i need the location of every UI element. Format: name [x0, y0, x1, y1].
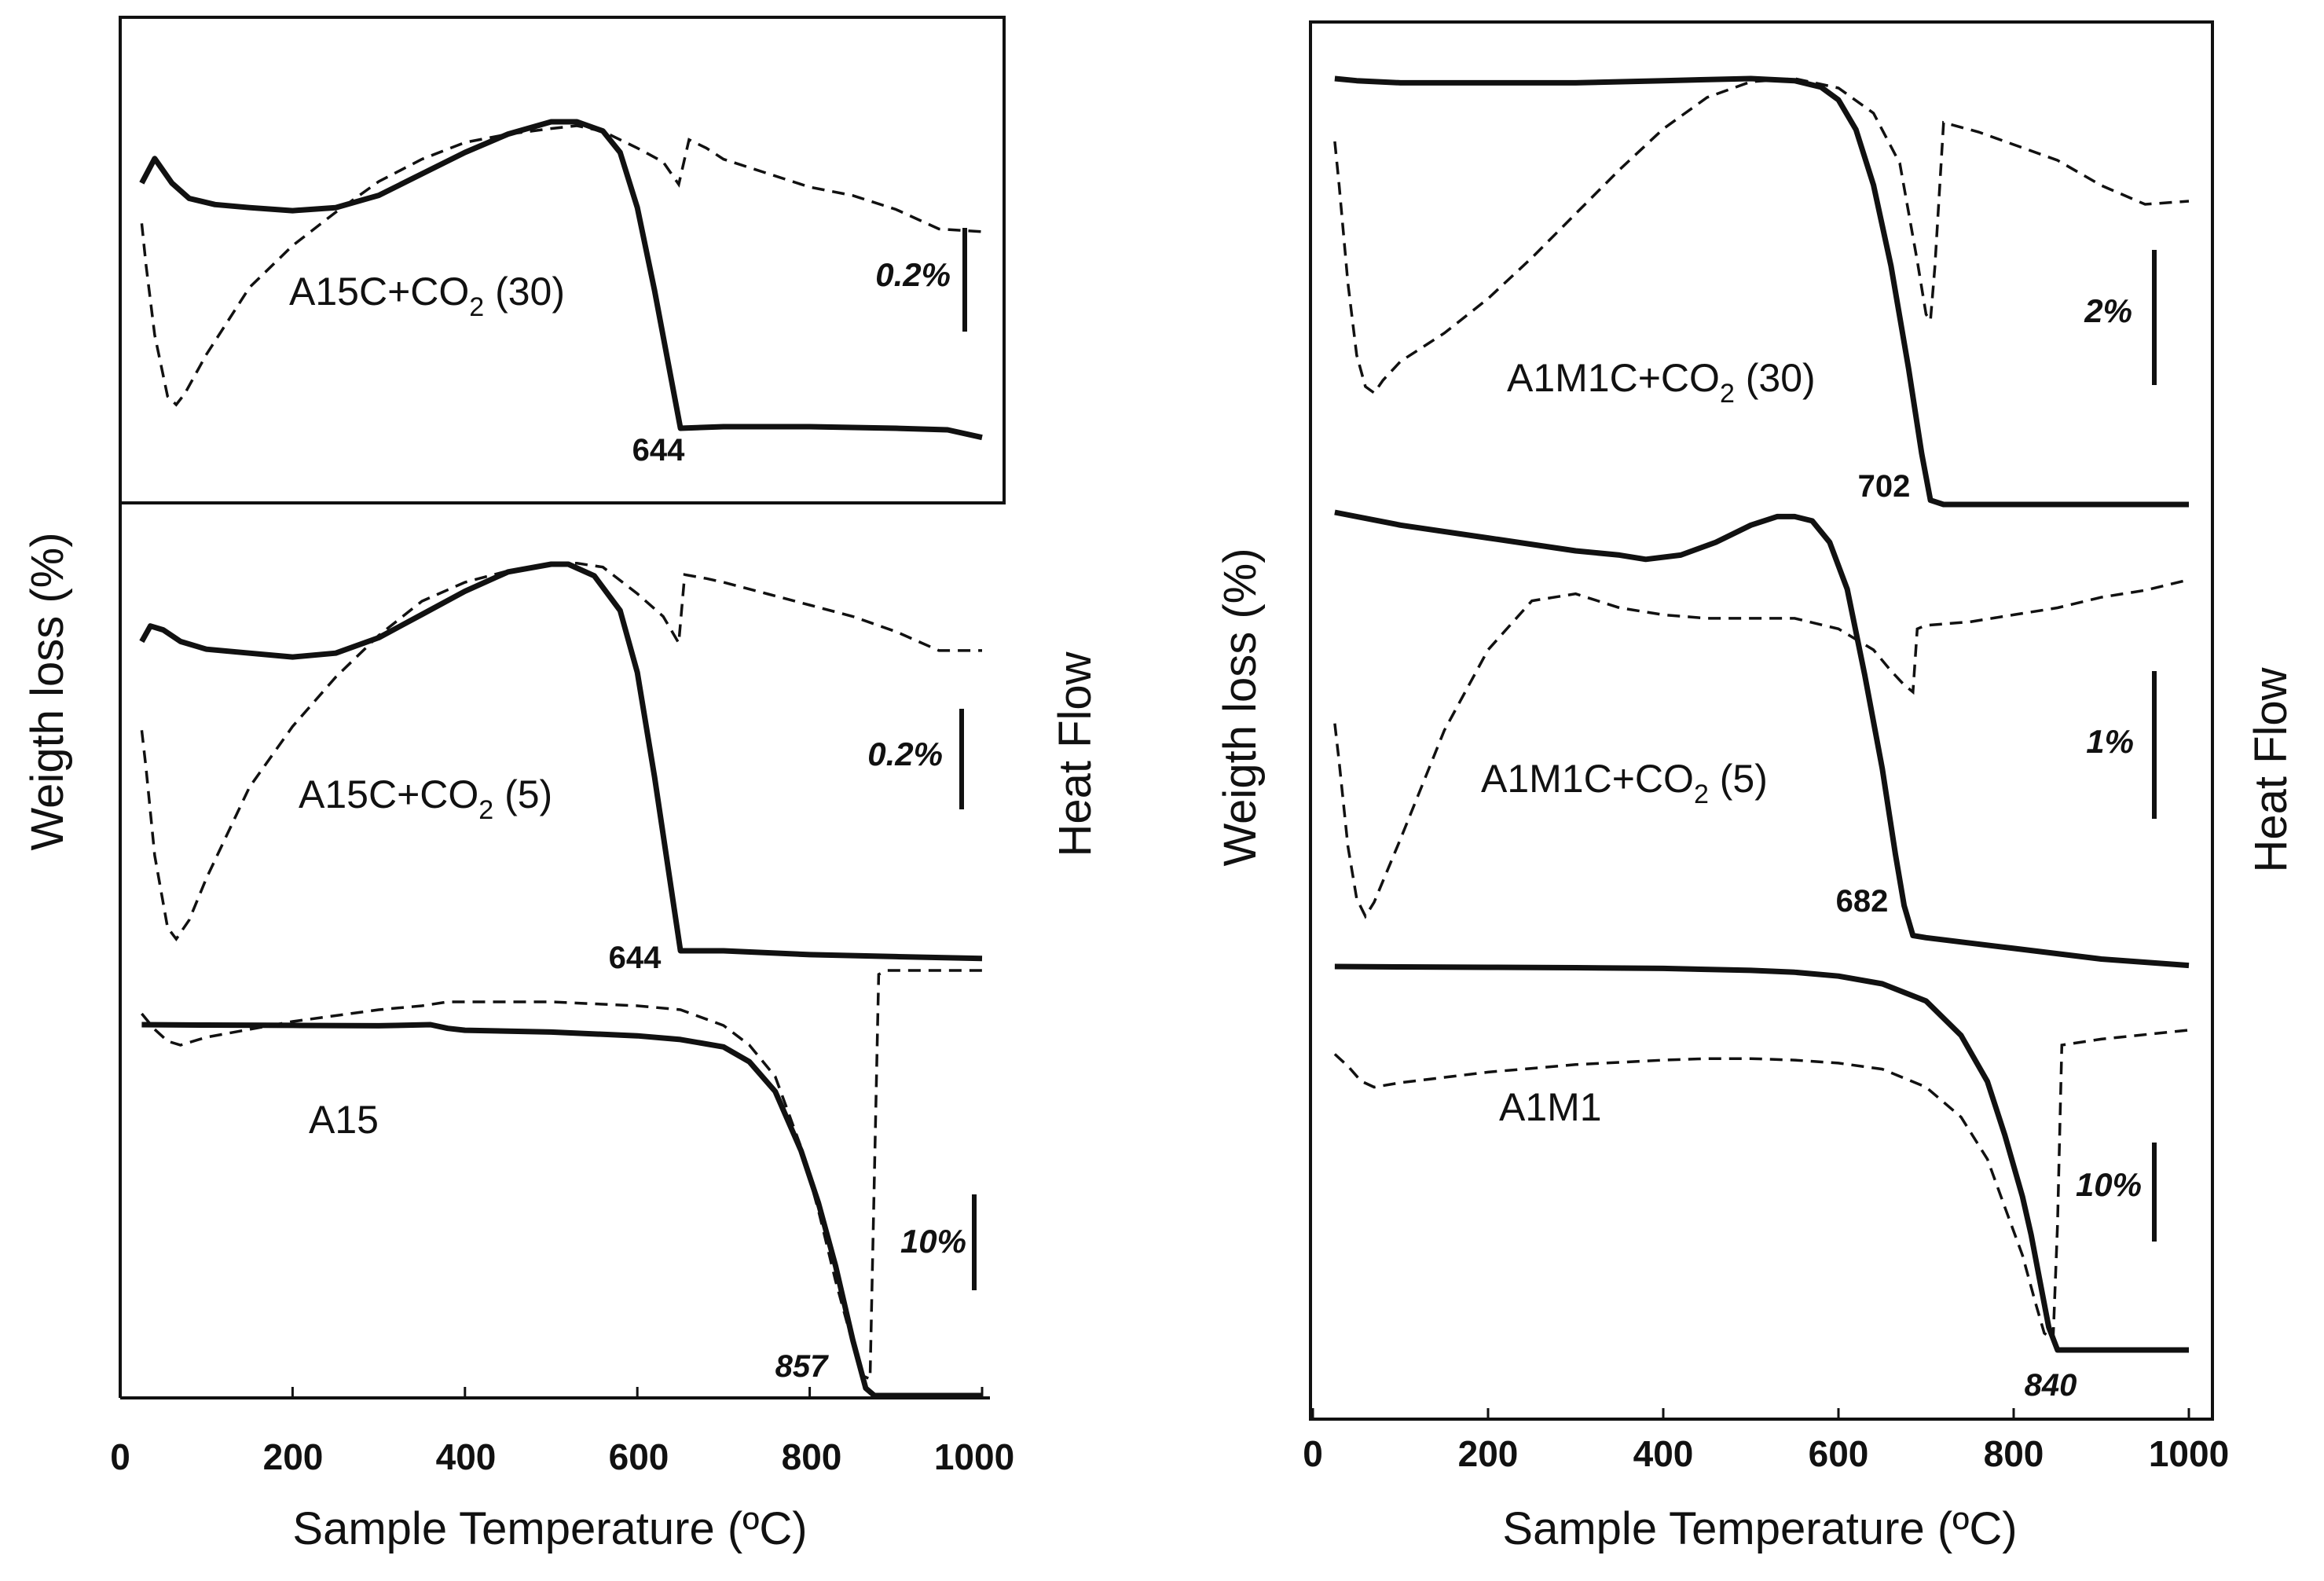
left-sub1-sample-label: A15C+CO2 (30)	[289, 270, 565, 322]
right-chart: 0 200 400 600 800 1000 Sample Temperatur…	[1215, 20, 2297, 1554]
left-sub2-weight-loss-curve	[139, 561, 983, 962]
right-sub1-sample-label: A1M1C+CO2 (30)	[1507, 356, 1816, 409]
right-x-tick-800: 800	[1984, 1433, 2044, 1474]
right-sub1-scale-label: 2%	[2084, 292, 2132, 329]
left-chart: 0 200 400 600 800 1000 Sample Temperatur…	[22, 16, 1101, 1554]
right-x-tick-400: 400	[1633, 1433, 1694, 1474]
left-x-tick-800: 800	[782, 1436, 842, 1477]
left-top-subplot-frame	[119, 16, 1006, 504]
left-x-tick-1000: 1000	[934, 1436, 1014, 1477]
right-sub3-weight-loss-curve	[1334, 963, 2189, 1353]
right-sub2-scale-label: 1%	[2086, 723, 2134, 760]
left-y-axis-label: Weigth loss (%)	[22, 532, 73, 850]
left-sub3-sample-label: A15	[309, 1098, 379, 1142]
left-heat-flow-label: Heat Flow	[1050, 651, 1101, 857]
right-sub1-weight-loss-curve	[1334, 75, 2189, 508]
left-sub2-heat-flow-curve	[140, 562, 982, 941]
left-sub3-weight-loss-curve	[141, 1022, 982, 1399]
right-x-tick-0: 0	[1303, 1433, 1323, 1474]
right-x-axis-label: Sample Temperature (ºC)	[1502, 1503, 2017, 1554]
left-sub2-peak-label: 644	[609, 941, 662, 975]
right-x-ticks	[1311, 1408, 2190, 1419]
right-x-tick-1000: 1000	[2149, 1433, 2229, 1474]
right-sub2-peak-label: 682	[1836, 884, 1889, 919]
left-sub1-weight-loss-curve	[139, 119, 983, 441]
left-sub3-heat-flow-curve	[141, 969, 982, 1381]
right-sub1-heat-flow-curve	[1333, 77, 2190, 395]
left-sub1-heat-flow-curve	[140, 124, 983, 407]
left-sub2-sample-label: A15C+CO2 (5)	[299, 772, 552, 825]
left-sub2-scale-label: 0.2%	[867, 735, 943, 772]
left-x-tick-400: 400	[436, 1436, 497, 1477]
right-sub1-peak-label: 702	[1858, 469, 1911, 504]
left-x-tick-200: 200	[263, 1436, 324, 1477]
right-sub2-heat-flow-curve	[1333, 578, 2190, 919]
right-sub2-weight-loss-curve	[1334, 509, 2190, 969]
right-y-axis-label: Weigth loss (%)	[1215, 548, 1266, 866]
left-sub3-peak-label: 857	[775, 1349, 829, 1384]
left-x-tick-0: 0	[110, 1436, 130, 1477]
right-x-tick-600: 600	[1809, 1433, 1869, 1474]
right-sub3-scale-label: 10%	[2076, 1166, 2142, 1203]
left-sub1-peak-label: 644	[632, 433, 685, 468]
right-sub3-heat-flow-curve	[1333, 1029, 2190, 1342]
right-frame	[1309, 20, 2214, 1421]
left-x-ticks	[119, 1387, 984, 1398]
left-sub1-scale-label: 0.2%	[875, 256, 951, 293]
right-sub3-peak-label: 840	[2025, 1368, 2077, 1403]
right-heat-flow-label: Heat Flow	[2245, 666, 2297, 872]
left-x-axis-label: Sample Temperature (ºC)	[292, 1503, 807, 1554]
right-x-tick-200: 200	[1458, 1433, 1519, 1474]
left-sub3-scale-label: 10%	[900, 1223, 966, 1260]
right-sub2-sample-label: A1M1C+CO2 (5)	[1481, 757, 1768, 809]
right-sub3-sample-label: A1M1	[1499, 1085, 1602, 1129]
left-x-tick-600: 600	[609, 1436, 669, 1477]
